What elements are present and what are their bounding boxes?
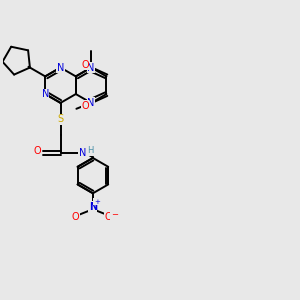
- Text: N: N: [79, 148, 86, 158]
- Text: O: O: [71, 212, 79, 222]
- Text: O: O: [81, 101, 89, 111]
- Text: +: +: [94, 199, 100, 205]
- Text: N: N: [41, 89, 49, 99]
- Text: −: −: [111, 211, 118, 220]
- Text: N: N: [57, 63, 64, 73]
- Text: N: N: [87, 63, 95, 73]
- Text: N: N: [89, 202, 97, 212]
- Text: H: H: [87, 146, 93, 155]
- Text: O: O: [34, 146, 41, 157]
- Text: N: N: [87, 98, 95, 108]
- Text: O: O: [105, 212, 112, 222]
- Text: S: S: [57, 114, 64, 124]
- Text: O: O: [81, 60, 89, 70]
